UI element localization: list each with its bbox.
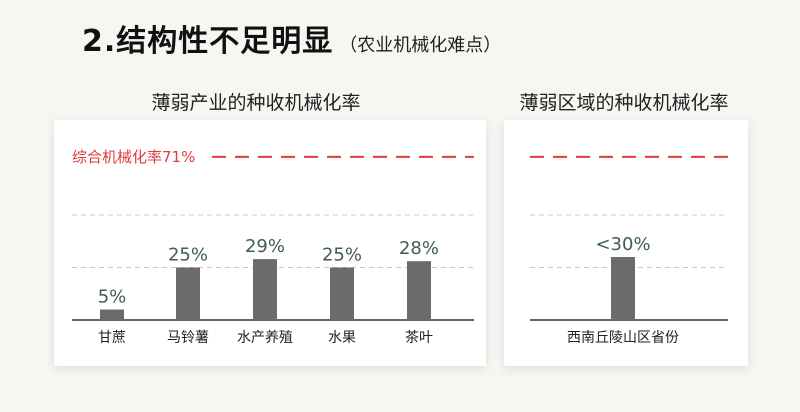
chart-1-card — [54, 120, 486, 366]
chart-1-category-label-2: 马铃薯 — [167, 330, 209, 346]
chart-1-bar-2 — [176, 267, 200, 320]
chart-1-value-label-5: 28% — [399, 238, 439, 259]
chart-1-bar-3 — [253, 259, 277, 320]
chart-1-category-label-1: 甘蔗 — [98, 330, 126, 346]
chart-2-card — [504, 120, 748, 366]
title-main: 2.结构性不足明显 — [82, 24, 334, 59]
chart-1-title: 薄弱产业的种收机械化率 — [151, 92, 361, 114]
chart-1-value-label-2: 25% — [168, 245, 208, 266]
chart-1-category-label-4: 水果 — [328, 330, 356, 346]
chart-1-reference-label: 综合机械化率71% — [72, 148, 195, 166]
page-title: 2.结构性不足明显 （农业机械化难点） — [82, 16, 501, 60]
chart-1-bar-4 — [330, 267, 354, 320]
chart-2-bar-1 — [611, 257, 635, 320]
chart-1-category-label-5: 茶叶 — [405, 330, 433, 346]
chart-1-value-label-1: 5% — [98, 287, 127, 308]
chart-1-bar-5 — [407, 261, 431, 320]
chart-1-value-label-4: 25% — [322, 245, 362, 266]
chart-1-value-label-3: 29% — [245, 236, 285, 257]
chart-2-category-label-1: 西南丘陵山区省份 — [567, 330, 679, 346]
chart-2-title: 薄弱区域的种收机械化率 — [519, 92, 729, 114]
chart-1-category-label-3: 水产养殖 — [237, 329, 293, 346]
chart-1-bar-1 — [100, 309, 124, 320]
title-subtitle: （农业机械化难点） — [339, 35, 502, 56]
chart-2-value-label-1: <30% — [595, 234, 650, 255]
